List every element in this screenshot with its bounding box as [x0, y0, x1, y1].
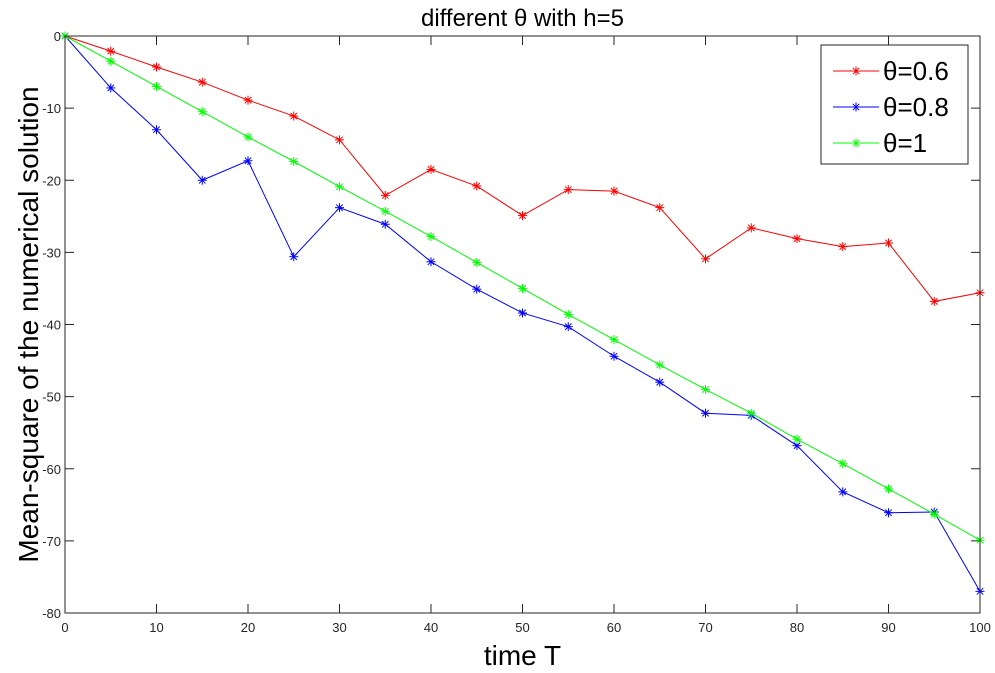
- data-point: [838, 242, 848, 252]
- x-tick-label: 0: [61, 620, 68, 635]
- y-axis-label: Mean-square of the numerical solution: [13, 86, 44, 562]
- x-tick-label: 50: [515, 620, 529, 635]
- data-point: [426, 232, 436, 242]
- x-tick-label: 20: [241, 620, 255, 635]
- data-point: [655, 203, 665, 213]
- data-point: [884, 238, 893, 248]
- data-point: [426, 164, 436, 174]
- y-tick-label: -20: [42, 173, 61, 188]
- data-point: [884, 508, 893, 518]
- data-point: [197, 175, 207, 185]
- x-tick-label: 30: [332, 620, 346, 635]
- data-point: [380, 190, 390, 200]
- legend-box: [820, 44, 969, 165]
- data-point: [335, 182, 344, 192]
- data-point: [106, 83, 116, 93]
- legend-item: θ=0.6: [833, 56, 949, 86]
- data-point: [152, 62, 161, 72]
- data-point: [701, 254, 710, 264]
- data-point: [929, 296, 939, 306]
- legend-item: θ=0.8: [833, 92, 949, 122]
- legend-label: θ=0.8: [883, 92, 949, 122]
- y-tick-label: -80: [42, 606, 61, 621]
- data-point: [289, 156, 299, 166]
- data-point: [701, 408, 710, 418]
- y-tick-label: 0: [54, 29, 61, 44]
- data-point: [106, 56, 116, 66]
- data-point: [152, 81, 161, 91]
- data-point: [197, 107, 207, 117]
- data-point: [243, 132, 253, 142]
- y-tick-label: -40: [42, 318, 61, 333]
- legend-marker: [851, 66, 861, 76]
- data-point: [792, 234, 802, 244]
- data-point: [289, 111, 299, 121]
- data-point: [609, 335, 619, 345]
- data-point: [518, 308, 527, 318]
- data-point: [518, 211, 527, 221]
- x-tick-label: 80: [790, 620, 804, 635]
- chart-title: different θ with h=5: [421, 5, 624, 32]
- data-point: [746, 223, 756, 233]
- data-point: [472, 181, 482, 191]
- data-point: [655, 377, 665, 387]
- legend-label: θ=0.6: [883, 56, 949, 86]
- x-tick-label: 10: [149, 620, 163, 635]
- x-tick-label: 100: [969, 620, 991, 635]
- data-point: [518, 283, 527, 293]
- data-point: [838, 459, 848, 469]
- data-point: [152, 125, 161, 135]
- series-3: [60, 31, 985, 545]
- data-point: [335, 203, 344, 213]
- data-point: [106, 46, 116, 56]
- data-point: [426, 257, 436, 267]
- data-point: [884, 484, 893, 494]
- data-point: [289, 252, 299, 262]
- plot-border: [64, 35, 981, 614]
- x-tick-label: 90: [881, 620, 895, 635]
- data-point: [609, 186, 619, 196]
- legend: θ=0.6 θ=0.8 θ=1: [820, 44, 969, 165]
- data-point: [655, 360, 665, 370]
- data-point: [380, 206, 390, 216]
- y-tick-label: -10: [42, 101, 61, 116]
- data-point: [929, 509, 939, 519]
- axis-ticks: 0 10 20 30 40 50 60 70 80 90 100 0 -10 -20 -30 -40 -50 -6…: [42, 29, 991, 635]
- data-point: [197, 77, 207, 87]
- x-axis-label: time T: [484, 640, 561, 671]
- data-point: [380, 219, 390, 229]
- data-point: [472, 284, 482, 294]
- x-tick-label: 40: [424, 620, 438, 635]
- x-tick-label: 70: [698, 620, 712, 635]
- y-tick-label: -70: [42, 534, 61, 549]
- data-point: [563, 185, 573, 195]
- legend-item: θ=1: [833, 128, 927, 158]
- data-point: [335, 135, 344, 145]
- data-point: [838, 487, 848, 497]
- legend-label: θ=1: [883, 128, 927, 158]
- legend-marker: [851, 138, 861, 148]
- series-layer: [60, 31, 985, 596]
- data-point: [243, 156, 253, 166]
- data-point: [792, 434, 802, 444]
- legend-marker: [851, 102, 861, 112]
- data-point: [563, 309, 573, 319]
- y-tick-label: -30: [42, 245, 61, 260]
- y-tick-label: -60: [42, 462, 61, 477]
- data-point: [563, 322, 573, 332]
- y-tick-label: -50: [42, 390, 61, 405]
- data-point: [701, 384, 710, 394]
- data-point: [243, 95, 253, 105]
- data-point: [472, 257, 482, 267]
- series-1: [60, 31, 985, 306]
- data-point: [746, 408, 756, 418]
- x-tick-label: 60: [607, 620, 621, 635]
- data-point: [609, 351, 619, 361]
